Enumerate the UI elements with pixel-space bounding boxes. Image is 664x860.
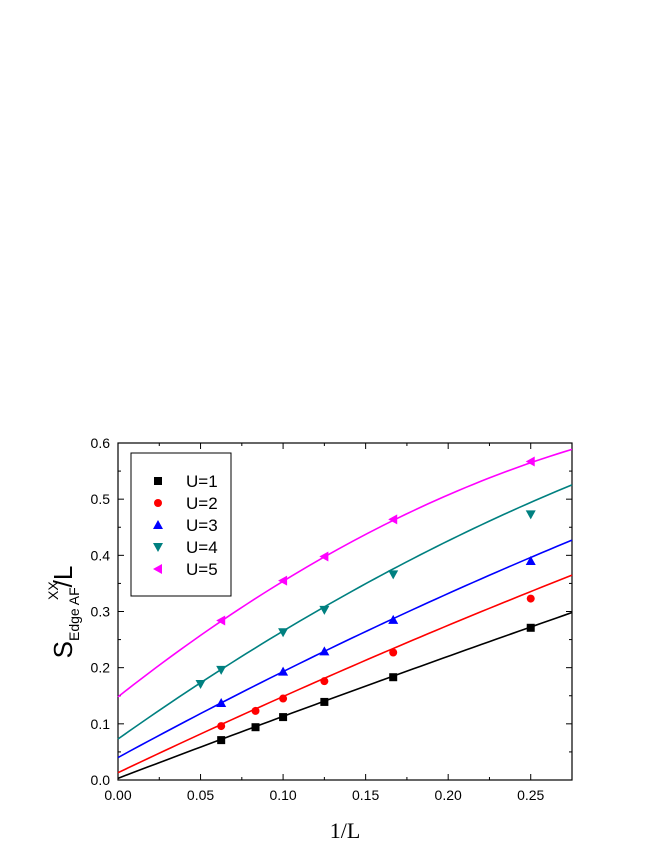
data-point-u2 (526, 594, 535, 603)
legend-label-u4: U=4 (186, 538, 218, 557)
x-axis-label: 1/L (330, 818, 361, 843)
y-axis-label-suffix: /L (48, 566, 78, 588)
data-point-u5 (278, 575, 288, 586)
y-tick-label: 0.1 (91, 716, 111, 732)
data-point-u2 (279, 694, 288, 703)
y-tick-label: 0.5 (91, 491, 111, 507)
y-tick-label: 0.0 (91, 772, 111, 788)
data-point-u4 (195, 679, 206, 689)
data-point-u3 (525, 555, 536, 565)
legend-marker-u2 (154, 499, 162, 507)
y-tick-label: 0.6 (91, 435, 111, 451)
data-point-u3 (278, 666, 289, 676)
data-point-u5 (216, 615, 226, 626)
data-point-u2 (389, 648, 398, 657)
legend-marker-u5 (153, 564, 162, 574)
y-axis-label-sub: Edge AF (66, 587, 82, 641)
x-tick-label: 0.25 (517, 787, 544, 803)
legend: U=1 U=2 U=3 U=4 U=5 (130, 452, 232, 597)
x-axis-ticks: 0.00 0.05 0.10 0.15 0.20 0.25 (104, 443, 573, 803)
y-axis-ticks: 0.0 0.1 0.2 0.3 0.4 0.5 0.6 (91, 435, 572, 788)
x-tick-label: 0.15 (352, 787, 379, 803)
data-point-u2 (217, 722, 226, 731)
data-point-u1 (217, 736, 226, 745)
legend-label-u5: U=5 (186, 560, 218, 579)
data-point-u1 (251, 723, 260, 732)
legend-label-u2: U=2 (186, 494, 218, 513)
data-point-u4 (388, 570, 399, 580)
data-point-u4 (278, 628, 289, 638)
data-point-u1 (389, 673, 398, 682)
y-axis-label-sup: XX (45, 581, 61, 600)
fit-line-u2 (117, 574, 573, 774)
data-point-u5 (388, 514, 398, 525)
legend-marker-u3 (153, 520, 163, 529)
y-tick-label: 0.4 (91, 547, 111, 563)
x-tick-label: 0.10 (269, 787, 296, 803)
data-point-u1 (279, 713, 288, 722)
legend-marker-u4 (153, 543, 163, 552)
y-tick-label: 0.3 (91, 604, 111, 620)
legend-box (130, 452, 232, 597)
y-tick-label: 0.2 (91, 660, 111, 676)
data-point-u4 (216, 665, 227, 675)
data-point-u3 (319, 646, 330, 656)
x-tick-label: 0.05 (187, 787, 214, 803)
x-tick-label: 0.00 (104, 787, 131, 803)
y-axis-label: SEdge AF/L (48, 566, 82, 659)
x-tick-label: 0.20 (435, 787, 462, 803)
data-point-u4 (525, 510, 536, 520)
fit-line-u1 (117, 611, 573, 780)
legend-label-u1: U=1 (186, 472, 218, 491)
data-point-u3 (216, 698, 227, 708)
fit-line-u4 (117, 484, 573, 740)
data-point-u5 (319, 551, 329, 562)
legend-marker-u1 (154, 477, 162, 485)
legend-label-u3: U=3 (186, 516, 218, 535)
fit-line-u5 (117, 448, 573, 698)
data-point-u5 (525, 456, 535, 467)
data-markers (195, 456, 536, 745)
fit-line-u3 (117, 539, 573, 759)
data-point-u2 (251, 706, 260, 715)
data-point-u4 (319, 605, 330, 615)
data-point-u2 (320, 677, 329, 686)
data-point-u1 (320, 697, 329, 706)
fit-lines (117, 448, 573, 780)
y-axis-label-main: S (48, 641, 78, 658)
data-point-u3 (388, 614, 399, 624)
data-point-u1 (526, 623, 535, 632)
